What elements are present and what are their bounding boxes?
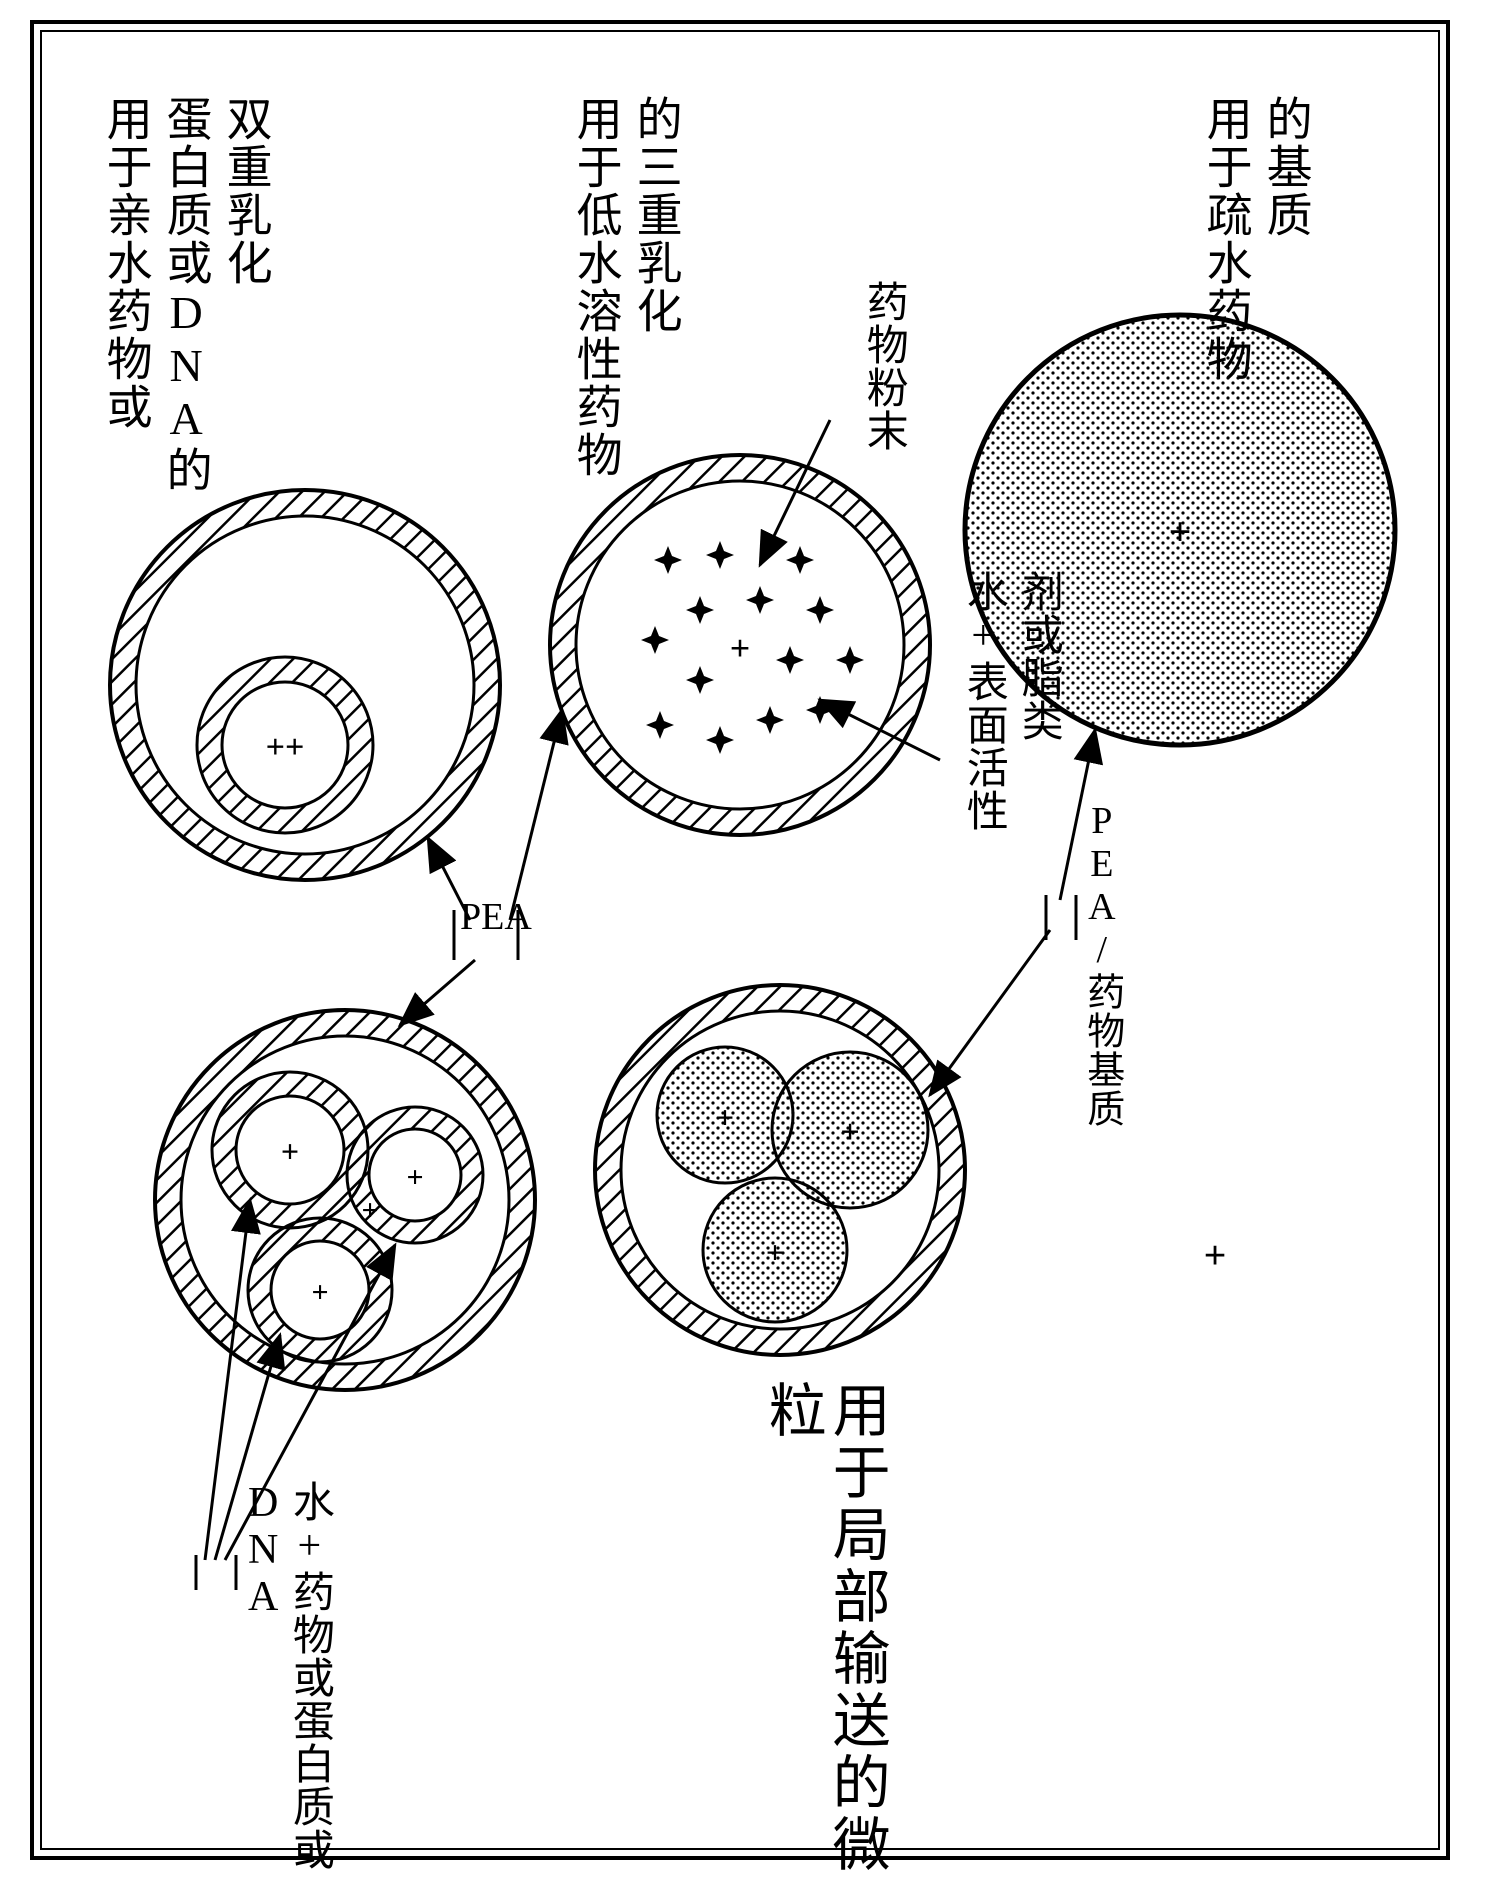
triple-emulsion-top: +	[550, 455, 930, 835]
page-title: 用于局部输送的微粒	[760, 1380, 888, 1886]
water-drug-protein-dna-label: 水+药物或蛋白质或DNA	[240, 1480, 332, 1886]
pea-label: PEA	[460, 895, 532, 939]
svg-text:+: +	[311, 1276, 328, 1309]
svg-text:+: +	[406, 1161, 423, 1194]
pea-matrix-bracket	[1046, 895, 1076, 940]
col1-title-c: 双重乳化	[220, 95, 271, 287]
svg-text:+: +	[766, 1234, 784, 1270]
water-surfactant-label-a: 水+表面活性	[960, 570, 1006, 832]
col3-title-b: 的基质	[1260, 95, 1311, 239]
svg-text:++: ++	[266, 729, 305, 766]
svg-text:+: +	[361, 1194, 378, 1227]
svg-text:+: +	[840, 1114, 859, 1151]
col2-title-b: 的三重乳化	[630, 95, 681, 335]
col3-title-a: 用于疏水药物	[1200, 95, 1251, 383]
lone-plus-mark: +	[1204, 1232, 1227, 1279]
col1-title-b: 蛋白质或DNA的	[160, 95, 211, 494]
water-surfactant-label-b: 剂或脂类	[1015, 570, 1061, 742]
svg-text:+: +	[730, 628, 751, 668]
double-emulsion-top: ++	[110, 490, 500, 880]
triple-emulsion-bottom: + + +	[595, 985, 965, 1355]
double-emulsion-bottom: + + + +	[155, 1010, 535, 1390]
drug-powder-label: 药物粉末	[860, 280, 906, 452]
svg-text:+: +	[716, 1099, 734, 1135]
col2-title-a: 用于低水溶性药物	[570, 95, 621, 479]
svg-text:+: +	[281, 1133, 299, 1169]
pea-drug-matrix-label: PEA/药物基质	[1080, 800, 1122, 1128]
col1-title-a: 用于亲水药物或	[100, 95, 151, 431]
svg-text:+: +	[1169, 509, 1192, 554]
